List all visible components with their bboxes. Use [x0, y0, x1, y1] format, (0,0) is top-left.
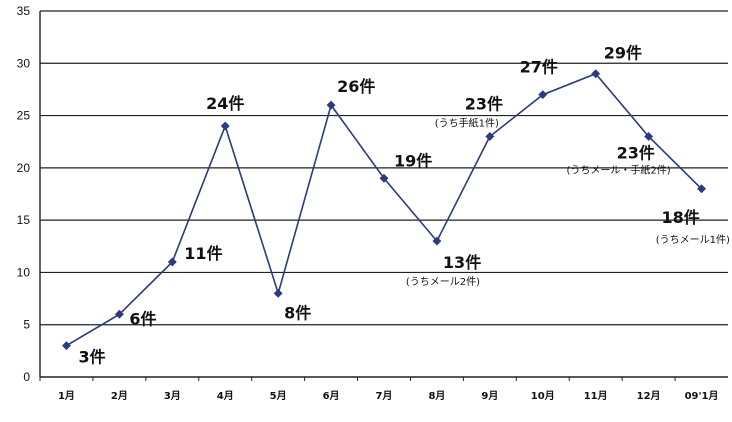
x-tick-label: 09'1月 [685, 390, 719, 402]
data-label: 24件 [206, 94, 244, 113]
data-point [220, 121, 230, 131]
x-axis-ticks: 1月 2月 3月 4月 5月 6月 7月 8月 9月 10月 11月 12月 09'1月 [39, 377, 719, 402]
data-point [61, 341, 72, 351]
data-label: 27件 [520, 58, 558, 77]
data-point [273, 288, 283, 298]
gridlines [39, 10, 728, 378]
x-tick-label: 8月 [428, 390, 445, 402]
y-tick-label: 20 [17, 161, 31, 175]
y-axis-ticks: 0 5 10 15 20 25 30 35 [17, 4, 31, 384]
data-label: 23件 [617, 143, 655, 162]
y-tick-label: 5 [23, 318, 30, 332]
y-tick-label: 30 [17, 56, 31, 70]
y-tick-label: 0 [23, 370, 30, 384]
x-tick-label: 10月 [531, 390, 555, 402]
data-label: 26件 [337, 77, 375, 96]
data-point [644, 131, 654, 142]
series-line [66, 72, 703, 347]
y-tick-label: 15 [17, 213, 31, 227]
data-label: 8件 [284, 303, 311, 322]
data-label: 23件 [465, 94, 503, 113]
x-tick-label: 1月 [58, 390, 75, 402]
data-point [696, 184, 707, 194]
data-point [432, 236, 442, 246]
data-label: 19件 [394, 151, 432, 170]
data-point [591, 69, 601, 79]
x-tick-label: 12月 [637, 390, 661, 402]
data-label: 13件 [443, 253, 481, 272]
x-tick-label: 3月 [164, 390, 181, 402]
data-label: 11件 [184, 244, 222, 263]
data-note: (うち手紙1件) [435, 116, 499, 129]
data-point [379, 173, 389, 183]
data-labels: 3件 6件 11件 24件 8件 26件 19件 13件 23件 27件 29件 23件 18件 [78, 44, 699, 367]
data-note: (うちメール1件) [656, 234, 730, 246]
x-tick-label: 5月 [270, 390, 287, 402]
data-label: 29件 [604, 44, 642, 63]
x-tick-label: 6月 [323, 390, 340, 402]
y-tick-label: 10 [17, 265, 31, 279]
data-point [114, 309, 124, 319]
x-tick-label: 9月 [481, 390, 498, 402]
data-label: 3件 [78, 348, 105, 367]
y-tick-label: 25 [17, 109, 31, 123]
y-tick-label: 35 [17, 4, 31, 18]
data-point [167, 257, 177, 267]
series-markers [61, 69, 707, 351]
data-point [538, 90, 548, 100]
data-note: (うちメール・手紙2件) [567, 163, 671, 176]
data-label: 18件 [662, 208, 700, 227]
data-label: 6件 [129, 309, 156, 328]
data-point [326, 100, 336, 110]
x-tick-label: 4月 [217, 390, 234, 402]
data-notes: (うちメール2件) (うち手紙1件) (うちメール・手紙2件) (うちメール1件) [406, 116, 730, 288]
data-note: (うちメール2件) [406, 276, 480, 288]
x-tick-label: 7月 [376, 390, 393, 402]
x-tick-label: 2月 [111, 390, 128, 402]
x-tick-label: 11月 [584, 390, 608, 402]
data-point [485, 131, 495, 142]
